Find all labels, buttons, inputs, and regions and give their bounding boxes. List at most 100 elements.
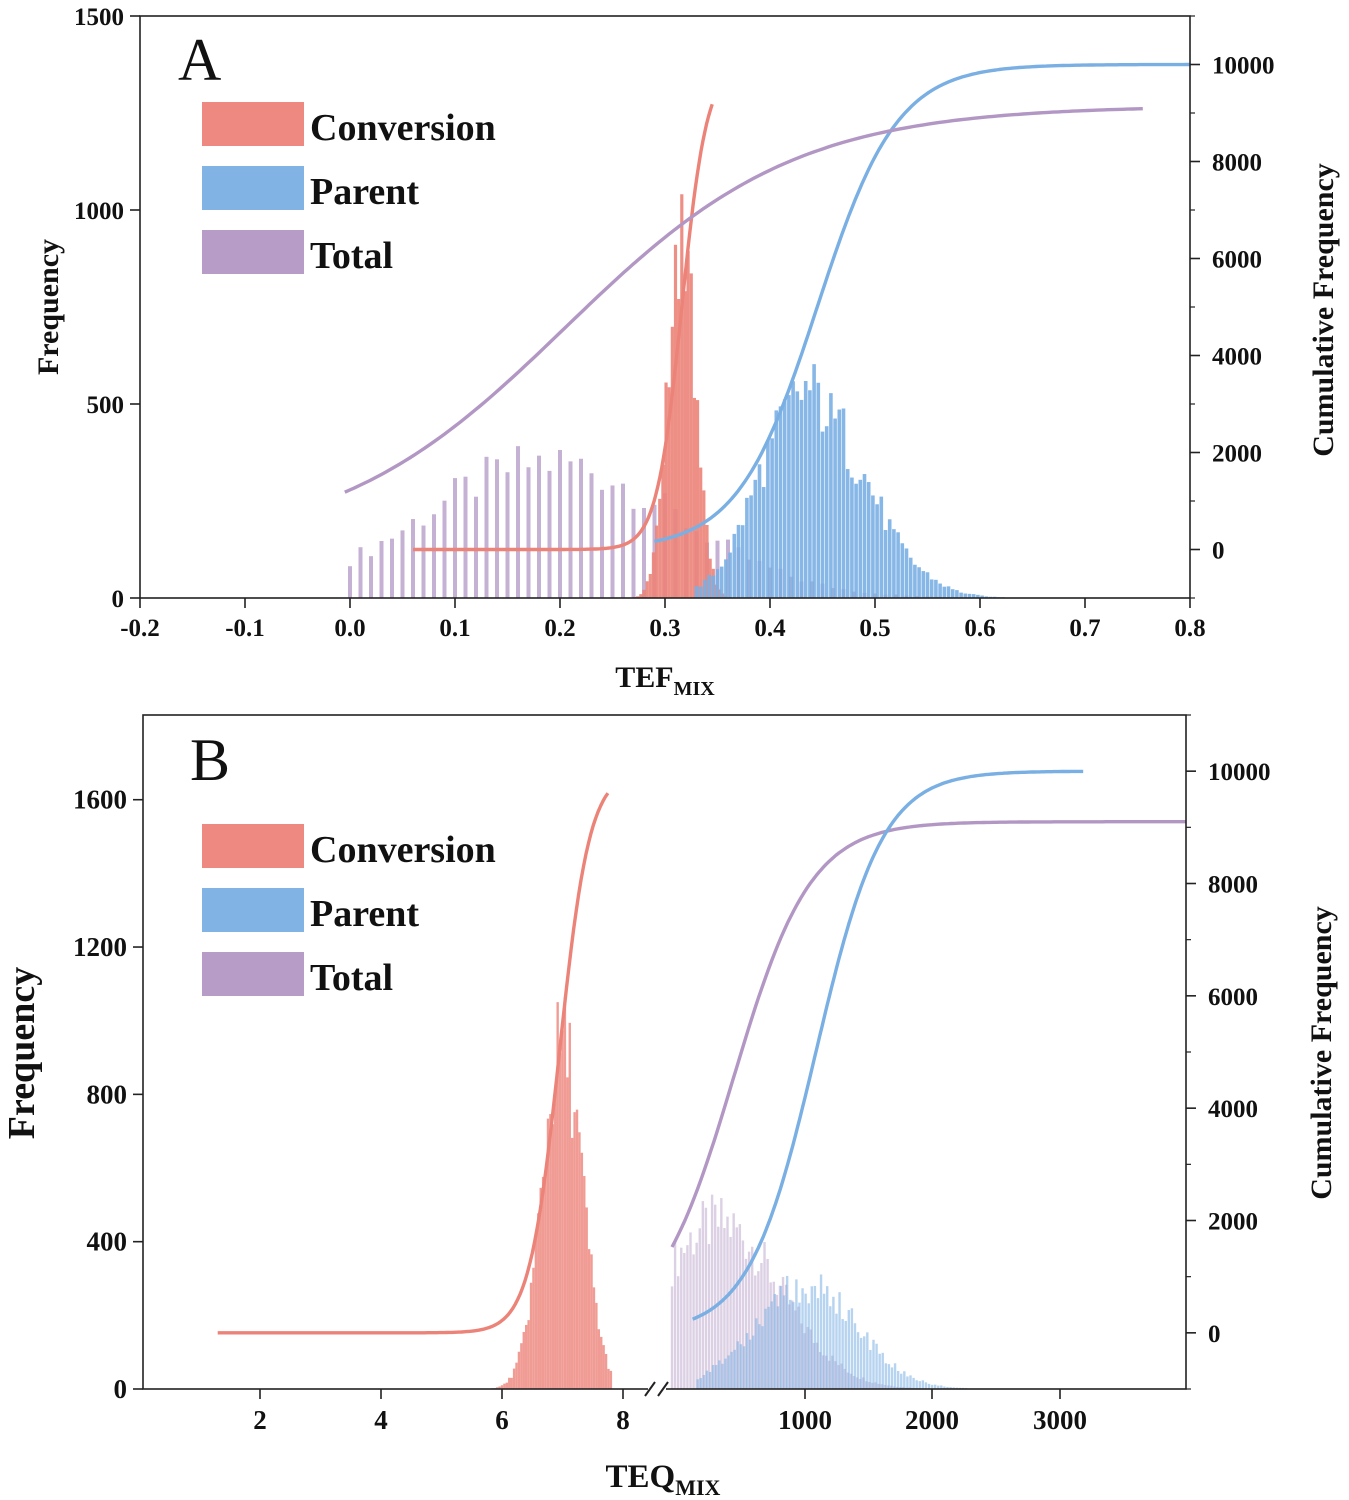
a-hist-bar-parent xyxy=(833,418,837,598)
b-hist-bar-parent xyxy=(943,1386,946,1389)
a-hist-bar-parent xyxy=(850,477,854,598)
b-hist-bar-conversion xyxy=(604,1353,608,1389)
b-hist-bar-total xyxy=(686,1245,689,1389)
b-hist-bar-total xyxy=(698,1228,701,1389)
a-hist-bar-conversion xyxy=(645,581,649,598)
b-legend-label-conversion: Conversion xyxy=(310,829,496,871)
a-hist-bar-total xyxy=(621,483,625,598)
a-x-tick-label: 0.2 xyxy=(544,615,575,642)
b-hist-bar-conversion xyxy=(529,1282,533,1389)
b-hist-bar-parent xyxy=(804,1293,807,1389)
b-yright-tick-label: 10000 xyxy=(1208,759,1271,786)
b-hist-bar-parent xyxy=(884,1363,888,1389)
a-hist-bar-conversion xyxy=(699,467,703,598)
b-hist-bar-total xyxy=(713,1204,717,1389)
a-hist-bar-parent xyxy=(854,483,858,598)
a-hist-bar-parent xyxy=(946,586,951,598)
a-legend-label-conversion: Conversion xyxy=(310,107,496,149)
b-hist-bar-total xyxy=(732,1213,735,1389)
a-hist-bar-total xyxy=(348,566,352,598)
a-hist-bar-total xyxy=(421,525,426,598)
b-hist-bar-parent xyxy=(702,1375,706,1389)
a-hist-bar-total xyxy=(589,473,594,598)
a-hist-bar-parent xyxy=(703,579,707,598)
b-x-tick-label: 2 xyxy=(253,1405,267,1435)
a-hist-bar-total xyxy=(358,547,363,598)
b-hist-bar-parent xyxy=(927,1383,931,1389)
b-hist-bar-conversion xyxy=(503,1383,506,1389)
b-hist-bar-parent xyxy=(730,1351,733,1389)
b-hist-bar-total xyxy=(744,1258,748,1389)
a-hist-bar-parent xyxy=(728,552,732,598)
b-legend-swatch-total xyxy=(202,952,304,996)
a-hist-bar-total xyxy=(537,455,541,598)
a-hist-bar-conversion xyxy=(648,573,652,598)
b-hist-bar-parent xyxy=(748,1339,752,1389)
a-panel-letter: A xyxy=(178,27,221,93)
b-y-tick-label: 0 xyxy=(114,1374,128,1404)
a-hist-bar-parent xyxy=(787,395,791,598)
b-hist-bar-parent xyxy=(727,1355,730,1389)
a-hist-bar-parent xyxy=(782,399,787,598)
a-legend-label-parent: Parent xyxy=(310,171,419,213)
b-hist-bar-parent xyxy=(752,1335,755,1389)
a-hist-bar-total xyxy=(516,446,520,598)
a-hist-bar-parent xyxy=(732,533,737,598)
a-hist-bar-parent xyxy=(715,569,720,598)
a-hist-bar-parent xyxy=(976,594,980,598)
a-x-tick-label: 0.3 xyxy=(649,615,680,642)
b-hist-bar-conversion xyxy=(568,1022,571,1389)
b-hist-bar-total xyxy=(670,1286,674,1389)
a-hist-bar-parent xyxy=(950,589,955,598)
b-hist-bar-parent xyxy=(915,1380,918,1389)
a-hist-bar-parent xyxy=(753,479,758,598)
b-legend-swatch-parent xyxy=(202,888,304,932)
b-hist-bar-parent xyxy=(755,1318,758,1389)
b-hist-bar-conversion xyxy=(515,1362,518,1389)
b-hist-bar-conversion xyxy=(498,1386,501,1389)
b-hist-bar-parent xyxy=(937,1385,940,1389)
b-hist-bar-parent xyxy=(715,1364,718,1389)
b-hist-bar-total xyxy=(689,1232,692,1389)
b-hist-bar-conversion xyxy=(554,1091,557,1389)
b-hist-bar-conversion xyxy=(609,1370,613,1389)
b-hist-bar-conversion xyxy=(537,1213,540,1389)
b-hist-bar-parent xyxy=(696,1379,699,1389)
b-hist-bar-conversion xyxy=(590,1254,593,1389)
a-yright-tick-label: 2000 xyxy=(1212,441,1262,468)
a-hist-bar-total xyxy=(610,485,615,598)
a-hist-bar-parent xyxy=(757,464,762,598)
b-hist-bar-conversion xyxy=(546,1118,550,1389)
b-hist-bar-conversion xyxy=(587,1249,591,1389)
a-hist-bar-total xyxy=(526,467,531,598)
a-hist-bar-parent xyxy=(778,406,783,598)
a-cumulative-line-parent xyxy=(654,62,1190,544)
a-hist-bar-conversion xyxy=(686,251,690,598)
b-yright-tick-label: 0 xyxy=(1208,1321,1221,1348)
a-hist-bar-parent xyxy=(766,439,770,598)
b-hist-bar-parent xyxy=(853,1323,857,1389)
a-hist-bar-parent xyxy=(770,438,774,598)
b-hist-bar-parent xyxy=(810,1286,814,1389)
b-hist-bar-parent xyxy=(767,1306,770,1389)
b-hist-bar-total xyxy=(692,1254,695,1389)
b-hist-bar-parent xyxy=(940,1385,943,1389)
a-yright-tick-label: 4000 xyxy=(1212,344,1262,371)
b-panel-letter: B xyxy=(190,727,230,793)
b-hist-bar-parent xyxy=(795,1279,798,1389)
a-x-tick-label: -0.2 xyxy=(120,615,160,642)
b-hist-bar-parent xyxy=(819,1274,823,1389)
a-hist-bar-parent xyxy=(745,497,749,598)
b-x-axis-title: TEQMIX xyxy=(606,1459,721,1500)
b-legend-label-parent: Parent xyxy=(310,893,419,935)
a-hist-bar-parent xyxy=(959,592,963,598)
a-hist-bar-total xyxy=(726,539,730,598)
a-x-tick-label: 0.0 xyxy=(334,615,365,642)
a-hist-bar-conversion xyxy=(670,326,674,598)
a-hist-bar-total xyxy=(642,507,646,598)
b-y-tick-label: 400 xyxy=(87,1227,128,1257)
a-hist-bar-total xyxy=(432,514,436,598)
a-hist-bar-parent xyxy=(921,571,926,598)
a-hist-bar-parent xyxy=(917,567,921,598)
a-hist-bar-parent xyxy=(887,519,892,598)
